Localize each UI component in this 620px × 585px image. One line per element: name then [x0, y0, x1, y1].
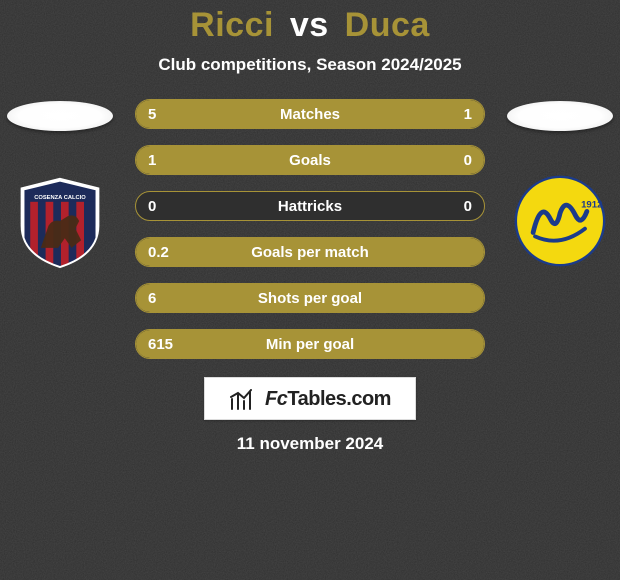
- bar-row: 615Min per goal: [135, 329, 485, 359]
- bar-value-left: 1: [136, 146, 168, 174]
- bar-value-right: 0: [452, 192, 484, 220]
- bar-fill-left: [136, 238, 484, 266]
- fctables-logo-text: FcTables.com: [265, 388, 391, 411]
- title-vs: vs: [290, 6, 329, 44]
- title-player1: Ricci: [190, 6, 274, 44]
- svg-text:COSENZA CALCIO: COSENZA CALCIO: [34, 195, 86, 201]
- bar-fill-left: [136, 330, 484, 358]
- bar-row: 0.2Goals per match: [135, 237, 485, 267]
- bar-value-left: 615: [136, 330, 185, 358]
- bar-fill-left: [136, 100, 425, 128]
- bar-value-left: 0: [136, 192, 168, 220]
- title-player2: Duca: [345, 6, 430, 44]
- bar-value-left: 5: [136, 100, 168, 128]
- bar-value-right: 0: [452, 146, 484, 174]
- bar-fill-left: [136, 146, 484, 174]
- bar-value-left: 0.2: [136, 238, 181, 266]
- crest-right-svg: 1912: [512, 173, 608, 269]
- subtitle: Club competitions, Season 2024/2025: [158, 55, 461, 75]
- player-photo-left: [7, 101, 113, 131]
- bar-label: Hattricks: [136, 192, 484, 220]
- bar-row: 10Goals: [135, 145, 485, 175]
- crest-left: COSENZA CALCIO: [10, 171, 110, 271]
- crest-right: 1912: [510, 171, 610, 271]
- bar-row: 6Shots per goal: [135, 283, 485, 313]
- footer-badge: FcTables.com: [204, 377, 416, 420]
- side-left: COSENZA CALCIO: [0, 99, 120, 271]
- bar-row: 0 0Hattricks: [135, 191, 485, 221]
- crest-left-svg: COSENZA CALCIO: [12, 173, 108, 269]
- side-right: 1912: [500, 99, 620, 271]
- content-root: Ricci vs Duca Club competitions, Season …: [0, 0, 620, 580]
- player-photo-right: [507, 101, 613, 131]
- bar-value-right: 1: [452, 100, 484, 128]
- svg-text:1912: 1912: [581, 200, 602, 211]
- date-text: 11 november 2024: [237, 434, 383, 454]
- bar-fill-left: [136, 284, 484, 312]
- page-title: Ricci vs Duca: [190, 6, 430, 45]
- bars-container: 51Matches10Goals00Hattricks0.2Goals per …: [135, 99, 485, 359]
- comparison-section: COSENZA CALCIO: [0, 99, 620, 359]
- bar-row: 51Matches: [135, 99, 485, 129]
- fctables-logo-icon: [229, 389, 257, 411]
- bar-value-left: 6: [136, 284, 168, 312]
